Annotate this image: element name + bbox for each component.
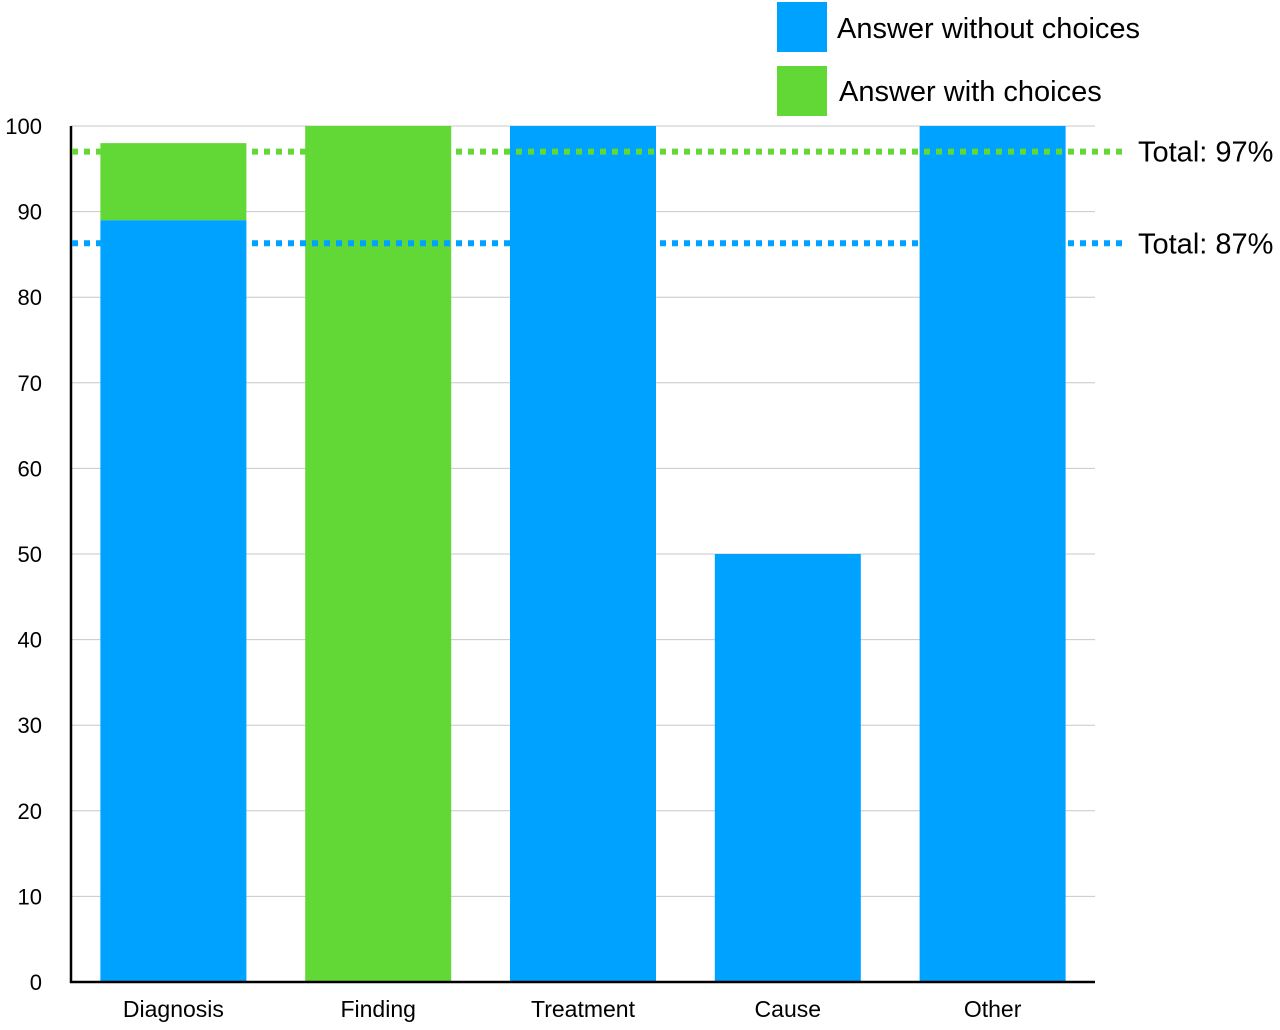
reference-lines: Total: 97% Total: 87% bbox=[72, 137, 1273, 260]
legend-swatch bbox=[777, 66, 827, 116]
x-tick-label: Diagnosis bbox=[123, 996, 224, 1022]
y-tick-labels: 0 10 20 30 40 50 60 70 80 90 100 bbox=[5, 114, 42, 995]
bar-diagnosis-with-choices bbox=[100, 143, 247, 221]
legend: Answer without choices Answer with choice… bbox=[777, 2, 1140, 116]
bar-treatment-without-choices bbox=[510, 126, 656, 982]
legend-label: Answer without choices bbox=[837, 13, 1140, 45]
reference-line-label: Total: 87% bbox=[1138, 228, 1273, 260]
bar-other-without-choices bbox=[919, 126, 1066, 982]
bar-finding-with-choices bbox=[305, 126, 452, 982]
bar-cause-without-choices bbox=[714, 554, 861, 982]
y-tick-label: 0 bbox=[30, 970, 42, 995]
y-tick-label: 10 bbox=[18, 884, 42, 909]
axes bbox=[69, 126, 1095, 984]
y-tick-label: 70 bbox=[18, 371, 42, 396]
x-tick-labels: Diagnosis Finding Treatment Cause Other bbox=[123, 996, 1022, 1022]
x-tick-label: Cause bbox=[755, 996, 821, 1022]
x-tick-label: Treatment bbox=[531, 996, 636, 1022]
y-tick-label: 40 bbox=[18, 628, 42, 653]
y-tick-label: 30 bbox=[18, 713, 42, 738]
y-tick-label: 100 bbox=[5, 114, 42, 139]
y-tick-label: 90 bbox=[18, 200, 42, 225]
legend-label: Answer with choices bbox=[839, 76, 1102, 108]
y-tick-label: 60 bbox=[18, 456, 42, 481]
y-tick-label: 80 bbox=[18, 285, 42, 310]
y-tick-label: 20 bbox=[18, 799, 42, 824]
bars bbox=[100, 126, 1066, 982]
reference-line-label: Total: 97% bbox=[1138, 137, 1273, 169]
legend-swatch bbox=[777, 2, 827, 52]
x-tick-label: Other bbox=[964, 996, 1022, 1022]
bar-diagnosis-without-choices bbox=[100, 220, 247, 982]
y-tick-label: 50 bbox=[18, 542, 42, 567]
x-tick-label: Finding bbox=[340, 996, 415, 1022]
